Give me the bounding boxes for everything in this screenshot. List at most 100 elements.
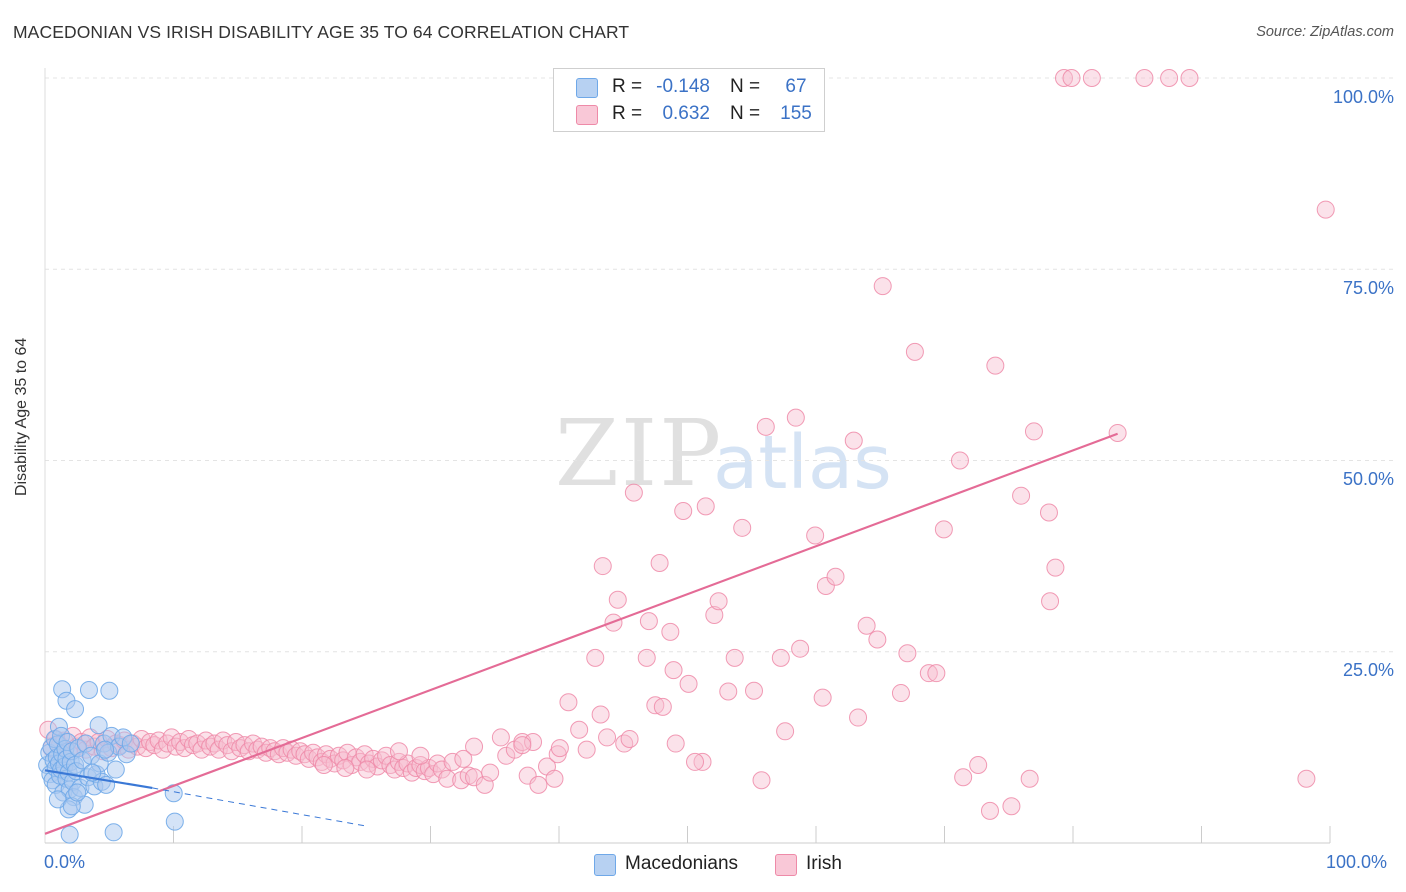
macedonians-swatch xyxy=(594,854,616,876)
irish-point xyxy=(664,661,683,680)
irish-point xyxy=(570,720,589,739)
r-value: 0.632 xyxy=(662,103,710,124)
irish-point xyxy=(986,356,1005,375)
macedonian-trend-line xyxy=(44,769,153,790)
irish-trend-line xyxy=(44,432,1119,835)
irish-point xyxy=(1024,422,1043,441)
irish-point xyxy=(586,648,605,667)
macedonian-point xyxy=(89,716,108,735)
legend-label: Irish xyxy=(806,853,842,874)
irish-point xyxy=(791,639,810,658)
macedonian-trend-extension xyxy=(152,787,367,827)
macedonian-point xyxy=(66,700,85,719)
watermark-atlas: atlas xyxy=(713,420,892,506)
irish-point xyxy=(950,451,969,470)
irish-point xyxy=(873,277,892,296)
irish-point xyxy=(661,622,680,641)
irish-point xyxy=(752,771,771,790)
irish-point xyxy=(776,722,795,741)
irish-point xyxy=(454,749,473,768)
irish-point xyxy=(438,769,457,788)
irish-point xyxy=(771,648,790,667)
irish-point xyxy=(593,557,612,576)
irish-point xyxy=(891,684,910,703)
y-tick-label: 100.0% xyxy=(1332,87,1394,107)
irish-point xyxy=(639,612,658,631)
n-label: N = xyxy=(730,103,761,124)
irish-point xyxy=(443,752,462,771)
stats-legend: R = -0.148 N = 67 R = 0.632 N = 155 xyxy=(553,68,825,132)
irish-point xyxy=(545,769,564,788)
irish-point xyxy=(1180,69,1199,87)
irish-point xyxy=(1297,769,1316,788)
source-label: Source: ZipAtlas.com xyxy=(1256,24,1394,40)
irish-point xyxy=(559,693,578,712)
irish-point xyxy=(666,734,685,753)
irish-point xyxy=(591,705,610,724)
irish-point xyxy=(813,688,832,707)
irish-point xyxy=(529,775,548,794)
irish-point xyxy=(1108,423,1127,442)
irish-point xyxy=(709,592,728,611)
chart-title: MACEDONIAN VS IRISH DISABILITY AGE 35 TO… xyxy=(13,22,630,42)
irish-point xyxy=(745,681,764,700)
irish-point xyxy=(980,801,999,820)
irish-point xyxy=(491,728,510,747)
irish-point xyxy=(1039,503,1058,522)
irish-point xyxy=(624,483,643,502)
irish-point xyxy=(620,729,639,748)
n-label: N = xyxy=(730,76,761,97)
irish-point xyxy=(857,616,876,635)
macedonian-point xyxy=(100,681,119,700)
irish-point xyxy=(725,648,744,667)
irish-point xyxy=(598,728,617,747)
irish-point xyxy=(919,664,938,683)
y-tick-label: 50.0% xyxy=(1342,469,1394,489)
macedonian-point xyxy=(68,783,87,802)
irish-point xyxy=(696,497,715,516)
irish-point xyxy=(826,567,845,586)
irish-point xyxy=(411,746,430,765)
irish-point xyxy=(465,737,484,756)
irish-point xyxy=(608,590,627,609)
irish-point xyxy=(674,501,693,520)
macedonian-point xyxy=(106,760,125,779)
irish-point xyxy=(355,745,374,764)
irish-point xyxy=(650,554,669,573)
irish-point xyxy=(868,630,887,649)
irish-point xyxy=(679,674,698,693)
n-value: 155 xyxy=(780,103,812,124)
irish-point xyxy=(424,765,443,784)
irish-point xyxy=(1020,769,1039,788)
macedonian-point xyxy=(165,812,184,831)
macedonian-point xyxy=(60,825,79,844)
irish-point xyxy=(756,417,775,436)
irish-point xyxy=(719,682,738,701)
irish-point xyxy=(1054,69,1073,87)
x-tick-label: 0.0% xyxy=(44,852,86,872)
macedonian-point xyxy=(121,734,140,753)
r-label: R = xyxy=(612,103,643,124)
irish-point xyxy=(1002,797,1021,816)
irish-swatch xyxy=(576,105,598,125)
irish-point xyxy=(432,760,451,779)
irish-point xyxy=(1062,69,1081,87)
r-value: -0.148 xyxy=(656,76,710,97)
irish-point xyxy=(646,696,665,715)
irish-point xyxy=(389,742,408,761)
irish-point xyxy=(693,752,712,771)
irish-point xyxy=(733,518,752,537)
watermark-zip: ZIP xyxy=(555,400,724,507)
y-axis-label: Disability Age 35 to 64 xyxy=(13,337,30,496)
legend-label: Macedonians xyxy=(625,853,739,874)
irish-point xyxy=(898,644,917,663)
irish-point xyxy=(209,740,228,759)
irish-point xyxy=(934,520,953,539)
irish-point xyxy=(1135,69,1154,87)
irish-point xyxy=(705,606,724,625)
macedonian-point xyxy=(96,740,115,759)
irish-point xyxy=(806,526,825,545)
irish-point xyxy=(513,736,532,755)
irish-point xyxy=(653,697,672,716)
